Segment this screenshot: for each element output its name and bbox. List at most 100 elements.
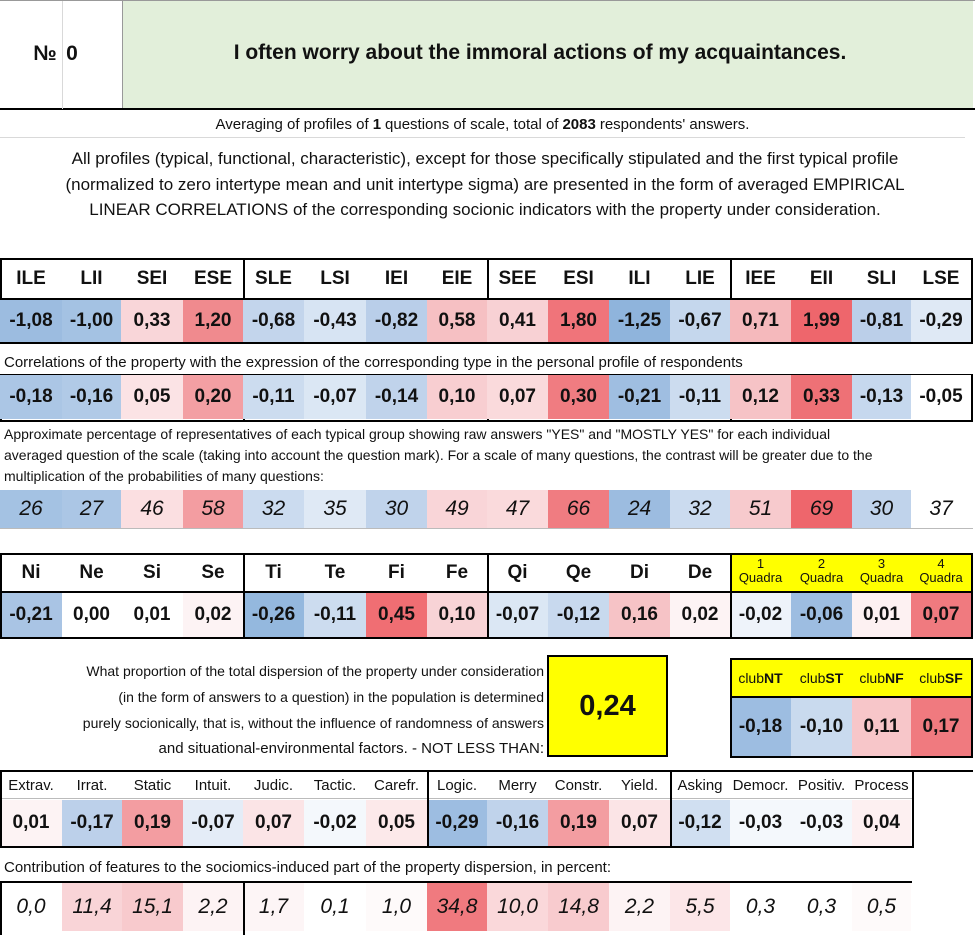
function-header: Qe: [565, 562, 592, 583]
question-box: [122, 1, 973, 108]
type-profile-value: 1,80: [548, 300, 609, 342]
type-header: ILI: [609, 260, 670, 298]
quadra-header: 4 Quadra: [911, 555, 971, 591]
function-value: 0,10: [427, 593, 487, 637]
club-prefix: club: [919, 670, 945, 686]
grid-line: [0, 770, 2, 848]
type-profile-value: 0,58: [427, 300, 487, 342]
percent-label-line-2: averaged question of the scale (taking i…: [4, 447, 873, 463]
intro-line-3: LINEAR CORRELATIONS of the corresponding…: [89, 200, 881, 219]
grid-line: [0, 553, 2, 639]
type-percent-value: 30: [366, 490, 427, 528]
function-header: Ti: [265, 562, 282, 583]
grid-line: [0, 528, 973, 529]
club-value: -0,18: [730, 698, 791, 756]
type-profile-value: -1,25: [609, 300, 670, 342]
feature-header: Yield.: [621, 776, 658, 794]
function-header: Ne: [79, 562, 104, 583]
type-profile-value: 0,71: [730, 300, 791, 342]
grid-line: [0, 553, 973, 555]
quadra-number: 4: [937, 556, 945, 571]
type-header: LIE: [670, 260, 730, 298]
header-row: [0, 0, 975, 110]
type-header: LSI: [304, 260, 366, 298]
type-correlation-value: -0,11: [670, 375, 730, 419]
type-percent-value: 30: [852, 490, 911, 528]
type-percent-value: 32: [243, 490, 304, 528]
feature-header: Positiv.: [797, 776, 846, 794]
grid-line: [730, 553, 732, 639]
dispersion-line-1: What proportion of the total dispersion …: [86, 663, 544, 679]
dispersion-line-2: (in the form of answers to a question) i…: [118, 689, 544, 705]
grid-line: [243, 881, 245, 935]
type-header: EII: [791, 260, 852, 298]
grid-line: [427, 770, 429, 848]
club-value: -0,10: [791, 698, 852, 756]
grid-line: [0, 298, 973, 300]
feature-value: 0,04: [852, 800, 911, 846]
type-header: SEE: [487, 260, 548, 298]
type-correlation-value: 0,12: [730, 375, 791, 419]
feature-value: -0,29: [427, 800, 487, 846]
function-header: De: [687, 562, 713, 583]
function-header: Te: [324, 562, 346, 583]
type-correlation-value: -0,16: [62, 375, 121, 419]
type-profile-value: -0,67: [670, 300, 730, 342]
feature-value: 0,07: [243, 800, 304, 846]
feature-header: Process: [854, 776, 909, 794]
type-header: SEI: [121, 260, 183, 298]
percent-label: Approximate percentage of representative…: [4, 424, 972, 487]
type-correlation-value: 0,05: [121, 375, 183, 419]
type-profile-value: -1,00: [62, 300, 121, 342]
summary-questions-count: 1: [372, 116, 382, 133]
question-number-label: №: [33, 42, 57, 65]
dispersion-line-4: and situational-environmental factors. -…: [158, 740, 544, 757]
feature-value: 0,01: [0, 800, 62, 846]
type-correlation-value: 0,33: [791, 375, 852, 419]
function-value: -0,11: [304, 593, 366, 637]
function-header: Ni: [21, 562, 41, 583]
type-correlation-value: -0,13: [852, 375, 911, 419]
summary-middle: questions of scale, total of: [385, 116, 559, 133]
quadra-number: 3: [877, 556, 886, 571]
type-header: EIE: [427, 260, 487, 298]
feature-header: Merry: [498, 776, 537, 794]
feature-header: Judic.: [253, 776, 294, 794]
function-value: -0,12: [548, 593, 609, 637]
feature-contribution: 14,8: [548, 883, 609, 931]
question-text: I often worry about the immoral actions …: [233, 41, 847, 64]
quadra-value: 0,01: [852, 593, 911, 637]
club-prefix: club: [738, 670, 764, 686]
function-value: -0,21: [0, 593, 62, 637]
feature-header: Carefr.: [373, 776, 419, 794]
grid-line: [670, 770, 672, 848]
feature-value: 0,19: [548, 800, 609, 846]
grid-line: [0, 846, 912, 848]
type-percent-value: 37: [911, 490, 971, 528]
type-correlation-value: -0,21: [609, 375, 670, 419]
grid-line: [971, 258, 973, 344]
type-percent-value: 26: [0, 490, 62, 528]
feature-value: -0,16: [487, 800, 548, 846]
type-header: ILE: [0, 260, 62, 298]
feature-value: -0,03: [730, 800, 791, 846]
feature-header: Static: [133, 776, 172, 794]
percent-label-line-3: multiplication of the probabilities of m…: [4, 468, 324, 484]
summary-prefix: Averaging of profiles of: [215, 116, 369, 133]
club-prefix: club: [859, 670, 885, 686]
club-header: club NT: [730, 660, 791, 696]
club-name: NF: [885, 670, 904, 686]
feature-contribution: 1,0: [366, 883, 427, 931]
feature-header: Intuit.: [194, 776, 232, 794]
function-header: Di: [630, 562, 649, 583]
club-value: 0,11: [852, 698, 911, 756]
grid-line: [971, 553, 973, 639]
function-value: -0,26: [243, 593, 304, 637]
summary-respondents: 2083: [562, 116, 596, 133]
club-prefix: club: [799, 670, 826, 686]
quadra-number: 1: [756, 556, 765, 571]
summary-suffix: respondents' answers.: [599, 116, 750, 133]
grid-line: [0, 881, 912, 883]
grid-line: [243, 553, 245, 639]
summary-line: Averaging of profiles of 1 questions of …: [0, 112, 965, 138]
